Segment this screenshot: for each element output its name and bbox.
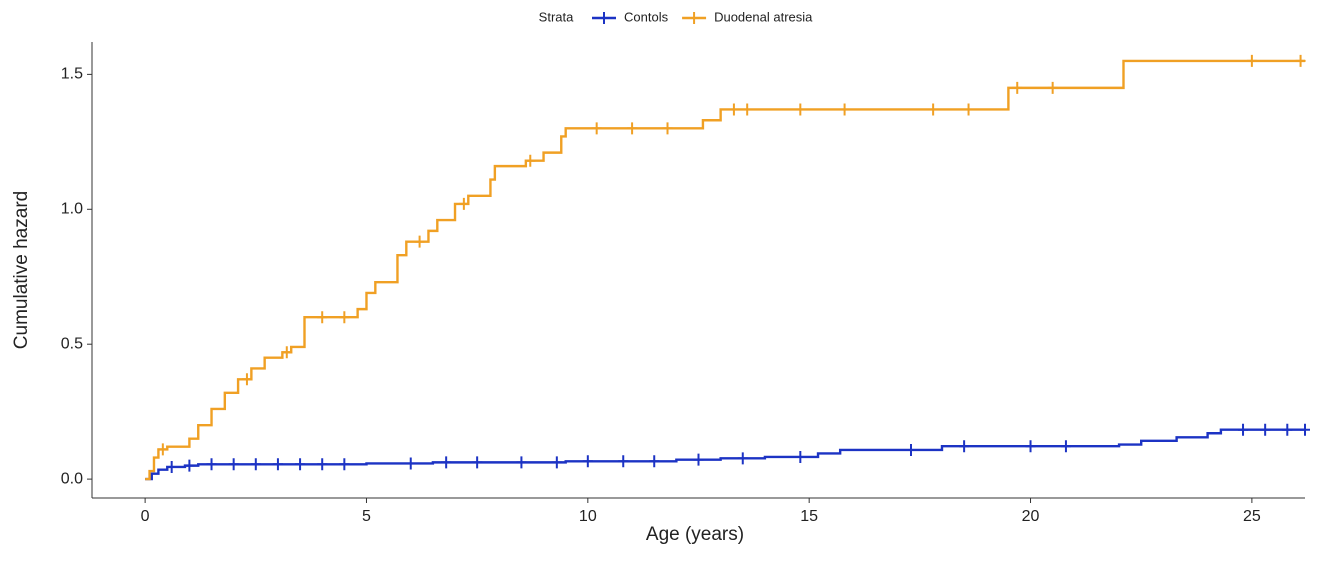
censor-mark (795, 450, 806, 463)
censor-mark (551, 456, 562, 469)
censor-mark (458, 197, 469, 210)
censor-mark (1246, 54, 1257, 67)
censor-mark (618, 455, 629, 468)
censor-mark (905, 443, 916, 456)
legend-title: Strata (539, 9, 574, 24)
censor-mark (272, 458, 283, 471)
censor-mark (405, 457, 416, 470)
censor-mark (441, 456, 452, 469)
y-tick-label: 0.0 (61, 470, 83, 487)
censor-mark (281, 346, 292, 359)
legend-label: Duodenal atresia (714, 9, 813, 24)
censor-mark (525, 154, 536, 167)
censor-mark (1238, 423, 1249, 436)
legend-label: Contols (624, 9, 669, 24)
censor-mark (241, 373, 252, 386)
censor-mark (928, 103, 939, 116)
x-tick-label: 15 (800, 508, 818, 525)
censor-mark (250, 458, 261, 471)
censor-mark (184, 459, 195, 472)
y-tick-label: 1.0 (61, 201, 83, 218)
censor-mark (1282, 423, 1293, 436)
censor-mark (1025, 440, 1036, 453)
censor-mark (157, 443, 168, 456)
censor-mark (472, 456, 483, 469)
y-axis-label: Cumulative hazard (11, 191, 32, 349)
y-tick-label: 0.5 (61, 335, 83, 352)
censor-mark (742, 103, 753, 116)
step-line (145, 428, 1305, 481)
x-tick-label: 25 (1243, 508, 1261, 525)
censor-mark (1300, 423, 1310, 436)
x-tick-label: 5 (362, 508, 371, 525)
censor-mark (591, 122, 602, 135)
y-tick-label: 1.5 (61, 66, 83, 83)
step-line (145, 59, 1305, 481)
censor-mark (795, 103, 806, 116)
censor-mark (516, 456, 527, 469)
censor-mark (627, 122, 638, 135)
censor-mark (737, 452, 748, 465)
censor-mark (582, 455, 593, 468)
censor-mark (1260, 423, 1271, 436)
x-tick-label: 0 (141, 508, 150, 525)
censor-mark (295, 458, 306, 471)
legend-marker (599, 12, 609, 24)
x-axis-label: Age (years) (646, 524, 744, 545)
censor-mark (963, 103, 974, 116)
censor-mark (1012, 81, 1023, 94)
x-tick-label: 20 (1022, 508, 1040, 525)
censor-mark (228, 458, 239, 471)
censor-mark (728, 103, 739, 116)
x-tick-label: 10 (579, 508, 597, 525)
censor-mark (1295, 54, 1306, 67)
censor-mark (206, 458, 217, 471)
censor-mark (839, 103, 850, 116)
censor-mark (693, 453, 704, 466)
censor-mark (414, 235, 425, 248)
censor-mark (317, 311, 328, 324)
censor-mark (959, 440, 970, 453)
censor-mark (1047, 81, 1058, 94)
censor-mark (339, 311, 350, 324)
censor-mark (317, 458, 328, 471)
censor-mark (1060, 440, 1071, 453)
censor-mark (649, 455, 660, 468)
censor-mark (166, 460, 177, 473)
legend-marker (689, 12, 700, 24)
censor-mark (662, 122, 673, 135)
censor-mark (339, 458, 350, 471)
